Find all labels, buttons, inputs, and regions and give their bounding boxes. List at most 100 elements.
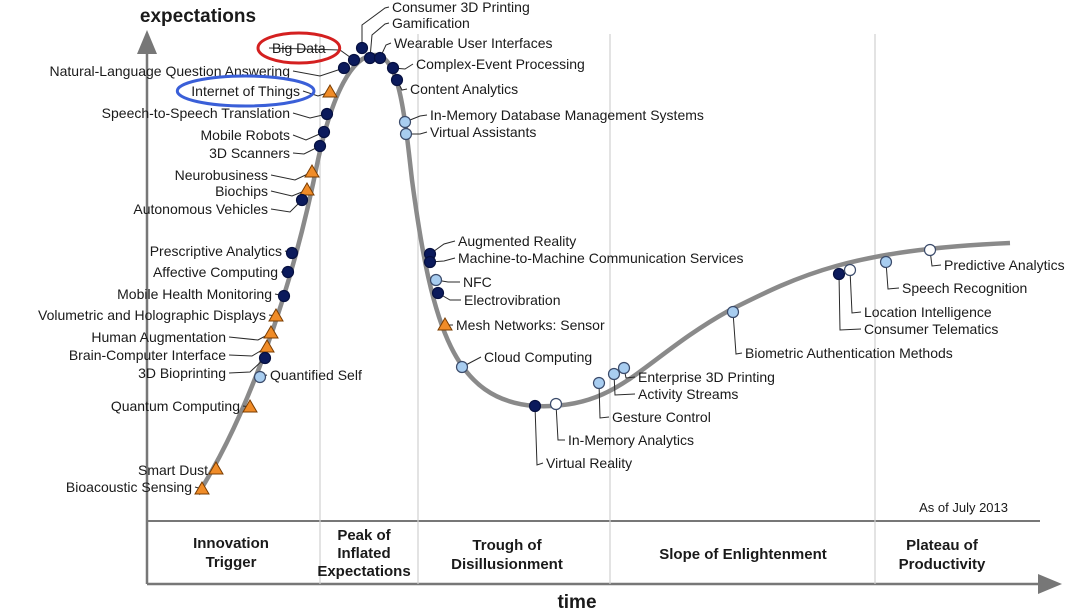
phase-label-line: Innovation	[193, 535, 269, 552]
circle-marker-icon	[337, 61, 351, 75]
phase-label-line: Slope of Enlightenment	[659, 546, 827, 563]
circle-marker-icon	[253, 370, 267, 384]
phase-label-line: Inflated	[337, 545, 390, 562]
tech-label-virtual-assistants: Virtual Assistants	[430, 124, 536, 140]
circle-marker-icon	[295, 193, 309, 207]
highlight-oval-big-data	[256, 31, 342, 65]
phase-label-line: Plateau of	[906, 537, 979, 554]
circle-marker-icon	[549, 397, 563, 411]
tech-label-augmented-reality: Augmented Reality	[458, 233, 576, 249]
highlight-oval-internet-of-things	[175, 74, 316, 108]
triangle-marker-icon	[208, 461, 224, 475]
tech-label-autonomous-vehicles: Autonomous Vehicles	[133, 201, 268, 217]
triangle-marker-icon	[259, 339, 275, 353]
circle-marker-icon	[429, 273, 443, 287]
as-of-note: As of July 2013	[919, 500, 1008, 515]
x-axis-title: time	[557, 592, 596, 613]
leader-line-3d-bioprinting	[228, 357, 266, 374]
circle-marker-icon	[285, 246, 299, 260]
tech-label-speech-recognition: Speech Recognition	[902, 280, 1027, 296]
tech-label-complex-event-processing: Complex-Event Processing	[416, 56, 585, 72]
leader-line-speech-recognition	[885, 261, 900, 290]
circle-marker-icon	[617, 361, 631, 375]
y-axis-arrow-icon	[137, 30, 157, 54]
triangle-marker-icon	[194, 481, 210, 495]
circle-marker-icon	[320, 107, 334, 121]
tech-label-biochips: Biochips	[215, 183, 268, 199]
tech-label-consumer-3d-printing: Consumer 3D Printing	[392, 0, 530, 15]
leader-line-activity-streams	[613, 373, 636, 396]
tech-label-in-memory-database-management-systems: In-Memory Database Management Systems	[430, 107, 704, 123]
phase-label-line: Peak of	[337, 527, 391, 544]
tech-label-activity-streams: Activity Streams	[638, 386, 738, 402]
tech-label-bioacoustic-sensing: Bioacoustic Sensing	[66, 479, 192, 495]
tech-label-wearable-user-interfaces: Wearable User Interfaces	[394, 35, 552, 51]
hype-curve	[196, 52, 1011, 496]
circle-marker-icon	[726, 305, 740, 319]
tech-label-biometric-authentication-methods: Biometric Authentication Methods	[745, 345, 953, 361]
tech-label-content-analytics: Content Analytics	[410, 81, 518, 97]
circle-marker-icon	[832, 267, 846, 281]
tech-label-mobile-health-monitoring: Mobile Health Monitoring	[117, 286, 272, 302]
triangle-marker-icon	[268, 308, 284, 322]
tech-label-big-data: Big Data	[272, 40, 326, 56]
circle-marker-icon	[607, 367, 621, 381]
tech-label-internet-of-things: Internet of Things	[191, 83, 300, 99]
circle-marker-icon	[455, 360, 469, 374]
circle-marker-icon	[843, 263, 857, 277]
leader-line-natural-language-question-answering	[292, 67, 345, 77]
circle-marker-icon	[347, 53, 361, 67]
leader-line-mobile-robots	[292, 131, 325, 141]
tech-label-enterprise-3d-printing: Enterprise 3D Printing	[638, 369, 775, 385]
tech-label-virtual-reality: Virtual Reality	[546, 455, 632, 471]
circle-marker-icon	[431, 286, 445, 300]
circle-marker-icon	[355, 41, 369, 55]
tech-label-predictive-analytics: Predictive Analytics	[944, 257, 1065, 273]
phase-label-line: Trigger	[206, 554, 257, 571]
tech-label-nfc: NFC	[463, 274, 492, 290]
phase-label-line: Disillusionment	[451, 556, 563, 573]
tech-label-prescriptive-analytics: Prescriptive Analytics	[150, 243, 282, 259]
leader-line-location-intelligence	[849, 269, 862, 314]
leader-line-in-memory-analytics	[555, 403, 565, 441]
phase-band	[147, 34, 1040, 584]
leader-line-consumer-3d-printing	[361, 6, 390, 48]
triangle-marker-icon	[299, 182, 315, 196]
y-axis-title: expectations	[140, 6, 256, 27]
tech-label-machine-to-machine-communication-services: Machine-to-Machine Communication Service…	[458, 250, 744, 266]
circle-marker-icon	[317, 125, 331, 139]
phase-labels: Innovation Trigger Peak ofInflatedExpectat…	[193, 527, 986, 580]
tech-label-3d-scanners: 3D Scanners	[209, 145, 290, 161]
tech-label-mesh-networks-sensor: Mesh Networks: Sensor	[456, 317, 605, 333]
circle-marker-icon	[879, 255, 893, 269]
tech-label-cloud-computing: Cloud Computing	[484, 349, 592, 365]
tech-label-location-intelligence: Location Intelligence	[864, 304, 992, 320]
circle-marker-icon	[281, 265, 295, 279]
phase-label-line: Productivity	[899, 556, 986, 573]
tech-label-quantum-computing: Quantum Computing	[111, 398, 240, 414]
triangle-marker-icon	[242, 399, 258, 413]
tech-label-electrovibration: Electrovibration	[464, 292, 561, 308]
tech-label-smart-dust: Smart Dust	[138, 462, 208, 478]
technology-markers	[194, 41, 937, 495]
tech-label-volumetric-and-holographic-displays: Volumetric and Holographic Displays	[38, 307, 266, 323]
tech-label-3d-bioprinting: 3D Bioprinting	[138, 365, 226, 381]
tech-label-affective-computing: Affective Computing	[153, 264, 278, 280]
circle-marker-icon	[363, 51, 377, 65]
leader-line-gesture-control	[598, 382, 610, 419]
tech-label-gamification: Gamification	[392, 15, 470, 31]
phase-label-line: Trough of	[472, 537, 542, 554]
circle-marker-icon	[399, 127, 413, 141]
tech-label-brain-computer-interface: Brain-Computer Interface	[69, 347, 226, 363]
circle-marker-icon	[258, 351, 272, 365]
tech-label-in-memory-analytics: In-Memory Analytics	[568, 432, 694, 448]
circle-marker-icon	[313, 139, 327, 153]
leader-line-virtual-reality	[534, 405, 544, 466]
circle-marker-icon	[373, 51, 387, 65]
x-axis-arrow-icon	[1038, 574, 1062, 594]
leader-line-biometric-authentication-methods	[732, 311, 743, 355]
circle-marker-icon	[592, 376, 606, 390]
